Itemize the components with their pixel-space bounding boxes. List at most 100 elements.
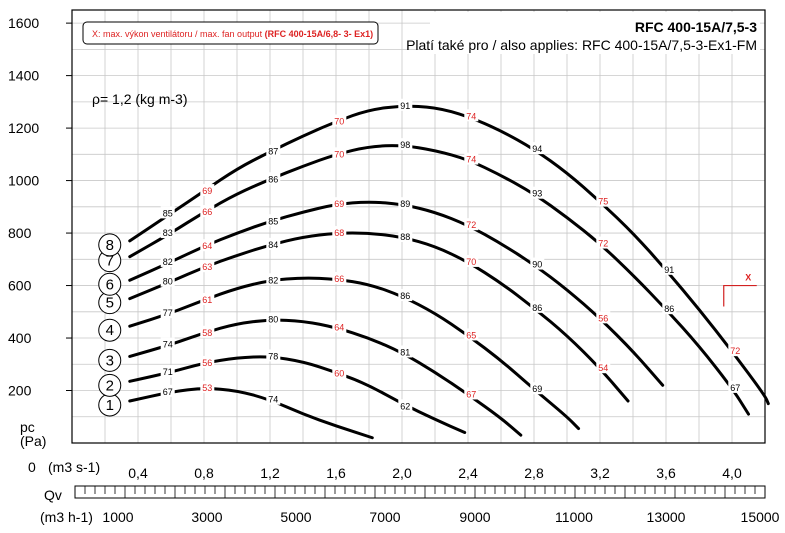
point-label: 86 [664, 304, 674, 314]
point-label-bg [200, 205, 215, 218]
x-tick-label: 4,0 [722, 465, 742, 481]
point-label-bg [160, 274, 175, 287]
note-prefix: X: max. výkon ventilátoru / max. fan out… [92, 29, 265, 39]
y-tick-label: 1400 [8, 68, 39, 84]
point-label-bg [332, 114, 347, 127]
point-label: 82 [163, 257, 173, 267]
curve-series-3 [128, 318, 523, 437]
point-label-bg [398, 399, 413, 412]
y-tick-label: 1200 [8, 120, 39, 136]
point-label-bg [266, 237, 281, 250]
point-label: 53 [202, 383, 212, 393]
point-label: 64 [202, 241, 212, 251]
max-output-marker [723, 284, 757, 307]
point-label-bg [266, 172, 281, 185]
point-label: 69 [334, 199, 344, 209]
point-label: 67 [163, 387, 173, 397]
point-label: 80 [268, 315, 278, 325]
point-label: 54 [598, 363, 608, 373]
x2-axis-label: Qv [44, 487, 62, 503]
point-label: 80 [163, 277, 173, 287]
point-label-bg [728, 344, 743, 357]
point-label-bg [398, 138, 413, 151]
curve-series-4 [128, 276, 581, 431]
x3-tick-label: 15000 [741, 509, 780, 525]
point-label: 78 [268, 351, 278, 361]
point-label-bg [530, 257, 545, 270]
point-label: 86 [268, 174, 278, 184]
x3-tick-label: 5000 [280, 509, 311, 525]
point-label-bg [200, 239, 215, 252]
series-marker-8 [98, 233, 122, 257]
x3-unit-label: (m3 h-1) [40, 509, 93, 525]
point-label-bg [200, 260, 215, 273]
point-label-bg [464, 152, 479, 165]
point-label: 89 [400, 199, 410, 209]
point-label: 69 [532, 384, 542, 394]
point-label-bg [266, 392, 281, 405]
x3-tick-label: 11000 [555, 509, 593, 525]
point-label-bg [464, 387, 479, 400]
point-label: 67 [466, 389, 476, 399]
x-tick-label: 3,6 [656, 465, 676, 481]
point-label: 66 [202, 207, 212, 217]
x-tick-label: 2,8 [524, 465, 544, 481]
point-label-bg [398, 229, 413, 242]
point-label-bg [596, 311, 611, 324]
point-label-bg [662, 302, 677, 315]
point-label-bg [266, 349, 281, 362]
point-label: 65 [466, 330, 476, 340]
curve-series-1 [128, 387, 374, 440]
point-label-bg [160, 206, 175, 219]
point-label-bg [530, 142, 545, 155]
point-label-bg [464, 254, 479, 267]
point-label: 85 [268, 216, 278, 226]
point-label-bg [728, 380, 743, 393]
point-label: 58 [202, 328, 212, 338]
x3-tick-label: 9000 [459, 509, 490, 525]
point-label-bg [200, 325, 215, 338]
series-number-3: 3 [106, 352, 114, 369]
point-label-bg [266, 144, 281, 157]
also-applies-text: Platí také pro / also applies: RFC 400-1… [406, 37, 757, 53]
point-label-bg [200, 184, 215, 197]
point-label: 67 [730, 383, 740, 393]
point-label-bg [332, 366, 347, 379]
point-label-bg [464, 109, 479, 122]
point-label: 87 [268, 147, 278, 157]
point-label-bg [398, 197, 413, 210]
header-bg [430, 12, 760, 54]
point-label: 70 [334, 149, 344, 159]
model-title: RFC 400-15A/7,5-3 [635, 19, 757, 35]
point-label: 63 [202, 262, 212, 272]
x3-tick-label: 7000 [369, 509, 400, 525]
y-axis-unit: (Pa) [20, 433, 46, 449]
y-tick-label: 600 [8, 278, 32, 294]
point-label-bg [398, 98, 413, 111]
series-number-7: 7 [106, 253, 114, 270]
point-label: 64 [334, 323, 344, 333]
series-number-8: 8 [106, 237, 114, 254]
point-label: 70 [466, 257, 476, 267]
point-label-bg [596, 361, 611, 374]
point-label-bg [596, 194, 611, 207]
note-box [82, 21, 379, 45]
point-label-bg [530, 186, 545, 199]
y-tick-label: 1000 [8, 173, 39, 189]
x3-tick-label: 13000 [647, 509, 686, 525]
point-label-bg [200, 292, 215, 305]
y-tick-label: 200 [8, 383, 32, 399]
y-tick-label: 400 [8, 330, 32, 346]
curve-series-5 [128, 231, 630, 403]
y-tick-label: 800 [8, 225, 32, 241]
point-label: 69 [202, 186, 212, 196]
series-marker-2 [98, 373, 122, 397]
point-label: 60 [334, 368, 344, 378]
point-label: 94 [532, 144, 542, 154]
curve-series-7 [128, 144, 750, 416]
point-label-bg [160, 365, 175, 378]
point-label: 72 [730, 346, 740, 356]
x-tick-label: 1,2 [260, 465, 280, 481]
point-label-bg [398, 289, 413, 302]
